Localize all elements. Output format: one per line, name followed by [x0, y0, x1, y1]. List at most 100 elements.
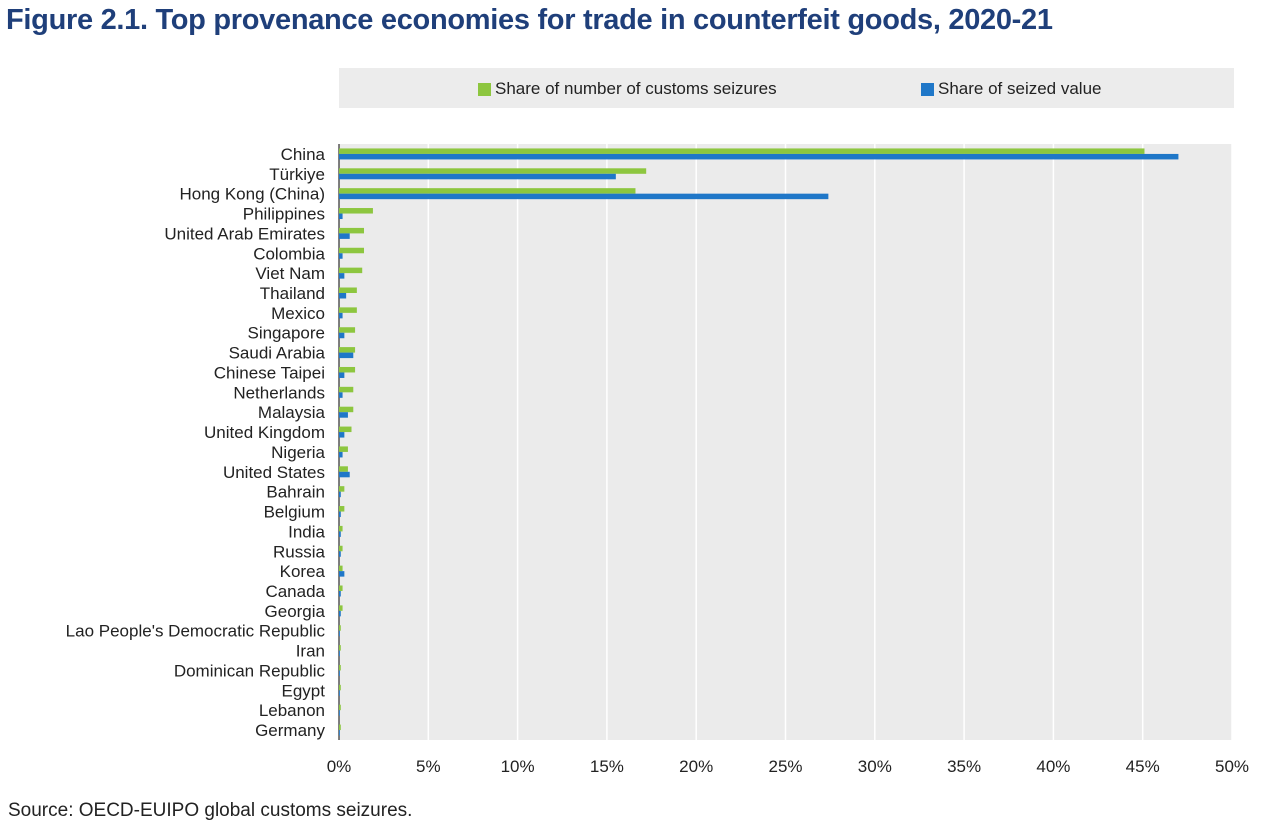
- bar-seizures: [339, 188, 636, 194]
- bar-value: [339, 293, 347, 299]
- bar-value: [339, 610, 341, 617]
- y-tick-label: United Kingdom: [204, 423, 325, 442]
- x-tick-label: 5%: [416, 757, 441, 776]
- x-tick-label: 30%: [858, 757, 892, 776]
- y-tick-label: Chinese Taipei: [214, 363, 325, 382]
- y-tick-label: Dominican Republic: [174, 661, 326, 680]
- bar-value: [339, 491, 341, 498]
- bar-seizures: [339, 307, 357, 313]
- y-tick-label: United Arab Emirates: [164, 224, 325, 243]
- x-tick-label: 15%: [590, 757, 624, 776]
- x-tick-label: 35%: [947, 757, 981, 776]
- bar-seizures: [339, 704, 341, 711]
- y-tick-label: Thailand: [260, 284, 325, 303]
- y-tick-label: China: [281, 145, 326, 164]
- bar-seizures: [339, 664, 341, 671]
- bar-value: [339, 392, 343, 398]
- legend-swatch-seizures: [478, 82, 491, 96]
- bar-seizures: [339, 625, 341, 631]
- y-tick-label: Georgia: [265, 602, 326, 621]
- y-tick-label: Saudi Arabia: [229, 344, 326, 363]
- bar-seizures: [339, 287, 357, 293]
- bar-seizures: [339, 168, 647, 174]
- bar-value: [339, 591, 341, 597]
- bar-value: [339, 372, 345, 378]
- y-tick-label: Viet Nam: [255, 264, 325, 283]
- bar-value: [339, 710, 340, 716]
- bar-value: [339, 253, 343, 259]
- bar-seizures: [339, 466, 348, 472]
- y-tick-label: Mexico: [271, 304, 325, 323]
- y-tick-label: Iran: [296, 642, 325, 661]
- bar-value: [339, 670, 340, 676]
- bar-value: [339, 352, 354, 359]
- legend-label-seizures: Share of number of customs seizures: [495, 79, 777, 98]
- bar-seizures: [339, 327, 356, 333]
- x-tick-label: 10%: [501, 757, 535, 776]
- bar-seizures: [339, 227, 365, 234]
- legend-swatch-value: [921, 82, 934, 96]
- bar-seizures: [339, 506, 345, 512]
- bar-seizures: [339, 426, 352, 433]
- bar-seizures: [339, 366, 356, 373]
- bar-value: [339, 730, 340, 736]
- bar-value: [339, 273, 345, 279]
- y-tick-label: Lebanon: [259, 701, 325, 720]
- x-tick-label: 20%: [679, 757, 713, 776]
- x-tick-label: 50%: [1215, 757, 1249, 776]
- bar-value: [339, 412, 348, 418]
- bar-seizures: [339, 525, 343, 532]
- y-tick-label: Malaysia: [258, 403, 326, 422]
- x-tick-label: 45%: [1126, 757, 1160, 776]
- y-tick-label: Netherlands: [233, 383, 325, 402]
- x-tick-label: 25%: [768, 757, 802, 776]
- bar-value: [339, 471, 350, 478]
- bar-seizures: [339, 347, 356, 353]
- bar-value: [339, 153, 1179, 160]
- x-tick-label: 40%: [1036, 757, 1070, 776]
- bar-seizures: [339, 446, 348, 452]
- bar-value: [339, 312, 343, 319]
- bar-value: [339, 451, 343, 458]
- y-tick-label: Bahrain: [266, 483, 325, 502]
- bar-value: [339, 531, 341, 537]
- bar-seizures: [339, 585, 343, 591]
- x-tick-label: 0%: [327, 757, 352, 776]
- bar-seizures: [339, 148, 1145, 154]
- bar-value: [339, 332, 345, 339]
- bar-seizures: [339, 724, 341, 731]
- bar-value: [339, 173, 616, 180]
- y-tick-label: India: [288, 522, 325, 541]
- bar-chart: 0% 5% 10% 15% 20% 25% 30% 35% 40% 45% 50% ChinaTürk…: [66, 144, 1249, 776]
- y-tick-label: Lao People's Democratic Republic: [66, 622, 326, 641]
- y-tick-label: Belgium: [264, 503, 325, 522]
- bar-seizures: [339, 545, 343, 552]
- y-tick-label: Canada: [265, 582, 325, 601]
- y-tick-label: Nigeria: [271, 443, 325, 462]
- bar-seizures: [339, 684, 341, 691]
- y-tick-label: Colombia: [253, 244, 325, 263]
- chart-legend: Share of number of customs seizures Shar…: [339, 68, 1234, 108]
- bar-seizures: [339, 605, 343, 611]
- bar-value: [339, 511, 341, 518]
- y-tick-label: Hong Kong (China): [179, 185, 325, 204]
- source-note: Source: OECD-EUIPO global customs seizur…: [8, 800, 413, 821]
- y-tick-label: Philippines: [243, 205, 325, 224]
- bar-seizures: [339, 645, 341, 651]
- bar-seizures: [339, 247, 365, 254]
- legend-item-value: Share of seized value: [921, 79, 1102, 99]
- bar-seizures: [339, 267, 363, 274]
- figure-title: Figure 2.1. Top provenance economies for…: [6, 4, 1053, 36]
- bar-seizures: [339, 406, 354, 413]
- y-tick-label: Germany: [255, 721, 325, 740]
- bar-value: [339, 551, 341, 557]
- legend-item-seizures: Share of number of customs seizures: [478, 79, 777, 99]
- bar-seizures: [339, 386, 354, 393]
- y-tick-label: United States: [223, 463, 325, 482]
- bar-value: [339, 690, 340, 696]
- bar-seizures: [339, 565, 343, 572]
- y-tick-label: Russia: [273, 542, 326, 561]
- bar-value: [339, 193, 829, 200]
- bar-value: [339, 630, 340, 637]
- bar-value: [339, 213, 343, 220]
